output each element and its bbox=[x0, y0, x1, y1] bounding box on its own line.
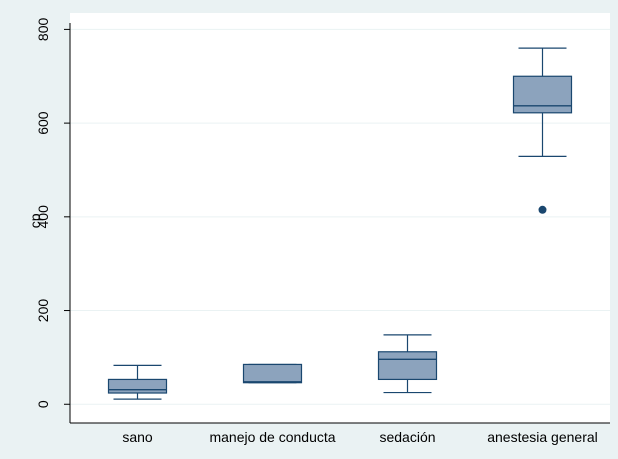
box-iqr bbox=[107, 378, 168, 394]
outlier-point bbox=[538, 205, 547, 214]
plot-area bbox=[70, 13, 610, 423]
y-tick-label: 400 bbox=[35, 205, 51, 229]
box-iqr bbox=[512, 75, 573, 114]
x-tick-label: sano bbox=[122, 429, 153, 445]
x-tick-label: manejo de conducta bbox=[209, 429, 335, 445]
box-iqr bbox=[377, 351, 438, 381]
y-tick-label: 800 bbox=[35, 18, 51, 42]
y-tick-label: 200 bbox=[35, 299, 51, 323]
y-tick-label: 0 bbox=[35, 400, 51, 408]
x-tick-label: sedación bbox=[379, 429, 435, 445]
box-iqr bbox=[242, 363, 303, 384]
y-tick-label: 600 bbox=[35, 111, 51, 135]
y-axis-title: cp bbox=[27, 213, 43, 228]
x-tick-label: anestesia general bbox=[487, 429, 598, 445]
